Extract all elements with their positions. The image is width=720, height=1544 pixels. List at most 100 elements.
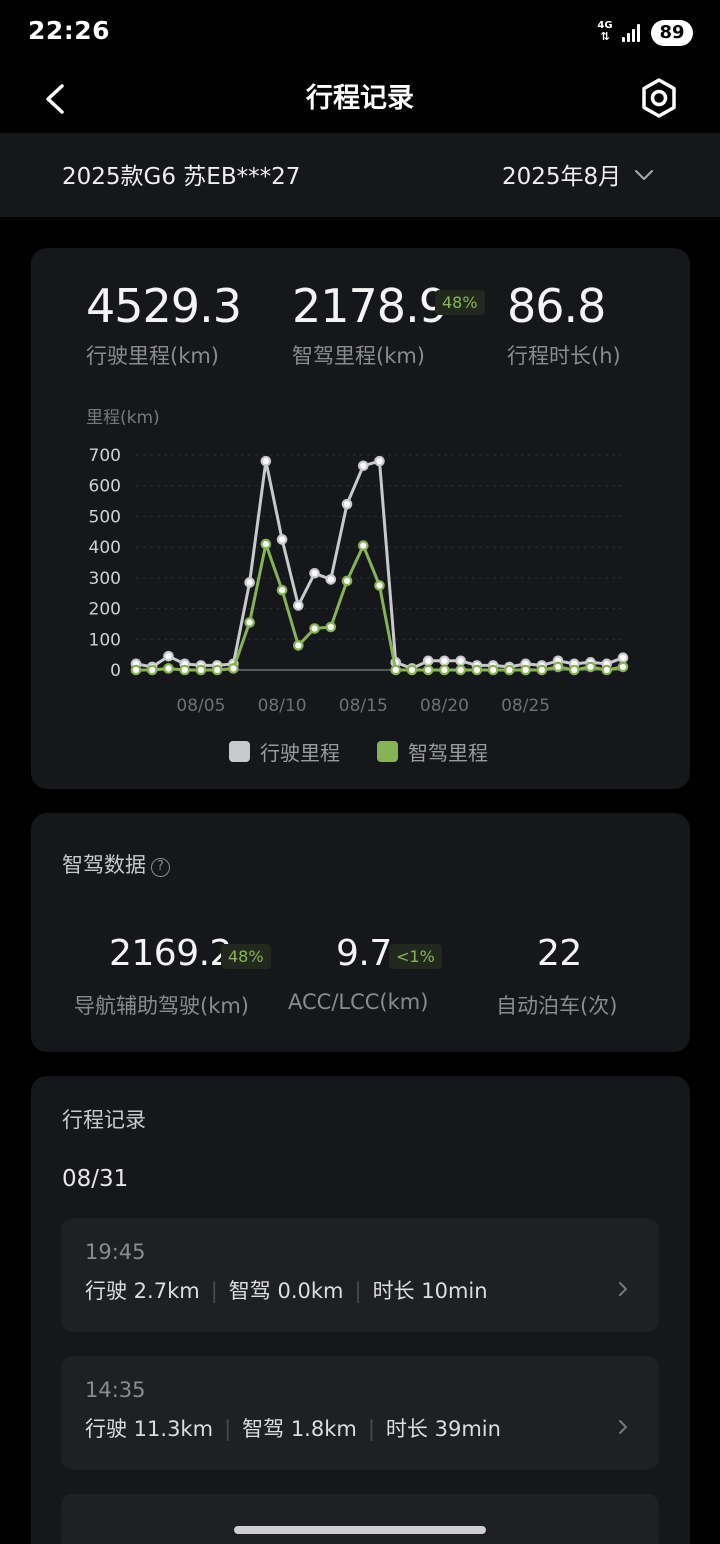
nav-assist-percent-badge: 48% [221,944,271,969]
chevron-down-icon[interactable] [632,163,656,187]
trip-drive-distance: 行驶 11.3km [85,1417,214,1441]
trip-item-partial[interactable] [61,1494,659,1544]
y-tick-label: 200 [89,600,121,620]
data-point-total [309,567,320,579]
data-point-smart [406,664,418,676]
data-point-smart [325,621,337,633]
back-arrow-icon[interactable] [38,74,78,124]
data-point-smart [357,540,369,551]
legend-item-total[interactable]: 行驶里程 [229,737,340,766]
trip-item[interactable]: 19:45 行驶 2.7km | 智驾 0.0km | 时长 10min [61,1218,659,1332]
data-point-smart [195,664,207,676]
nav-assist-value: 2169.2 [109,933,232,974]
status-time: 22:26 [28,16,111,45]
data-point-smart [293,640,304,651]
trip-date-header: 08/31 [62,1166,129,1192]
trip-list-title: 行程记录 [62,1108,146,1132]
data-point-total [617,652,629,664]
driving-data-title-text: 智驾数据 [62,853,146,877]
mileage-line-chart: 700 600 500 400 300 200 100 0 08/05 08/10 08/15 08/… [89,446,629,716]
data-point-total [357,460,369,472]
summary-card: 4529.3 行驶里程(km) 2178.9 智驾里程(km) 48% 86.8… [31,248,690,789]
network-4g-icon: 4G ⇅ [596,20,614,46]
data-point-smart [455,664,466,676]
data-point-smart [487,664,499,676]
home-indicator[interactable] [234,1526,486,1534]
trip-duration: 时长 10min [372,1279,488,1303]
page-title: 行程记录 [306,83,414,114]
data-point-smart [276,584,288,596]
acc-lcc-value: 9.7 [336,933,392,974]
driving-data-card: 智驾数据? 2169.2 48% 导航辅助驾驶(km) 9.7 <1% ACC/… [31,813,690,1052]
data-point-total [260,455,272,467]
legend-swatch-green [377,741,398,762]
data-point-smart [260,538,272,550]
trip-item[interactable]: 14:35 行驶 11.3km | 智驾 1.8km | 时长 39min [61,1356,659,1470]
data-point-smart [520,664,531,676]
total-mileage-stat: 4529.3 行驶里程(km) [86,280,242,370]
data-point-smart [244,617,255,628]
vehicle-name[interactable]: 2025款G6 苏EB***27 [62,164,301,190]
data-point-smart [471,664,483,676]
acc-lcc-percent-badge: <1% [389,944,442,969]
duration-stat: 86.8 行程时长(h) [507,280,621,370]
trip-time: 19:45 [85,1240,146,1264]
data-point-total [422,655,434,667]
legend-label-total: 行驶里程 [260,741,340,765]
duration-value: 86.8 [507,279,606,333]
data-point-smart [163,663,174,674]
settings-icon[interactable] [636,72,682,124]
data-point-smart [439,664,450,676]
help-icon[interactable]: ? [151,858,170,877]
chevron-right-icon [619,1420,627,1434]
app-header: 行程记录 [0,66,720,132]
smart-mileage-label: 智驾里程(km) [292,344,426,368]
driving-data-title: 智驾数据? [62,849,170,879]
y-tick-label: 400 [89,538,121,558]
data-point-smart [390,664,402,676]
legend-swatch-gray [229,741,250,762]
data-point-total [455,655,466,667]
data-point-total [341,498,353,510]
y-tick-label: 0 [110,661,121,681]
series-line-total [135,459,624,670]
x-tick-label: 08/25 [501,696,550,716]
chevron-right-icon [619,1282,627,1296]
data-point-smart [341,575,353,587]
y-tick-label: 700 [89,446,121,466]
y-tick-label: 100 [89,630,121,650]
data-point-smart [617,661,629,673]
data-point-smart [536,664,548,676]
vehicle-selector-bar: 2025款G6 苏EB***27 2025年8月 [0,133,720,217]
data-point-smart [309,623,320,634]
y-tick-label: 500 [89,507,121,527]
data-point-total [325,574,337,585]
series-line-smart [136,542,624,672]
y-tick-label: 300 [89,569,121,589]
data-point-smart [146,664,158,676]
battery-icon: 89 [651,20,693,46]
data-point-smart [211,664,223,676]
x-tick-label: 08/15 [339,696,388,716]
month-selector[interactable]: 2025年8月 [502,164,622,190]
trip-smart-distance: 智驾 1.8km [242,1417,357,1441]
trip-drive-distance: 行驶 2.7km [85,1279,200,1303]
legend-label-smart: 智驾里程 [408,741,488,765]
data-point-smart [130,664,142,676]
data-point-smart [568,664,580,676]
x-tick-label: 08/20 [420,696,469,716]
trip-time: 14:35 [85,1378,146,1402]
duration-label: 行程时长(h) [507,344,621,368]
trip-summary: 行驶 11.3km | 智驾 1.8km | 时长 39min [85,1417,501,1441]
data-point-total [244,577,255,588]
data-arrows-icon: ⇅ [600,30,610,43]
data-point-total [374,455,385,467]
signal-icon [622,22,644,42]
status-bar: 22:26 4G ⇅ 89 [0,0,720,66]
data-point-smart [585,661,596,673]
legend-item-smart[interactable]: 智驾里程 [377,737,488,766]
smart-mileage-percent-badge: 48% [435,290,485,315]
data-point-total [293,600,304,611]
network-label: 4G [597,20,613,31]
y-tick-label: 600 [89,477,121,497]
